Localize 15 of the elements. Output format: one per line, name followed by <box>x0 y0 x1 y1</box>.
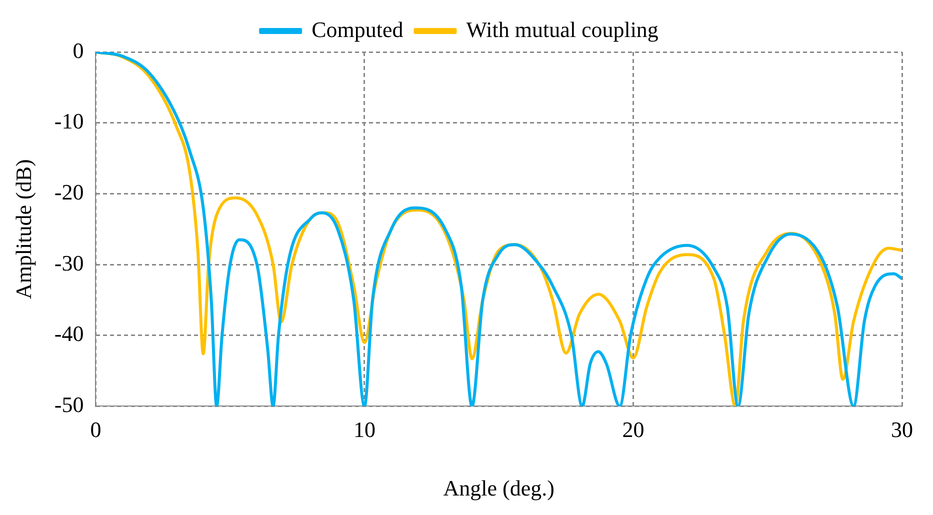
y-tick-label: -40 <box>54 321 84 346</box>
y-tick-label: -10 <box>54 108 84 134</box>
y-tick-label: -30 <box>54 250 84 276</box>
y-axis-title: Amplitude (dB) <box>10 159 36 300</box>
x-axis-title: Angle (deg.) <box>443 476 554 501</box>
y-tick-label: -50 <box>54 392 84 417</box>
x-tick-label: 20 <box>622 417 644 442</box>
legend-label: Computed <box>312 16 404 42</box>
x-tick-label: 30 <box>891 417 913 442</box>
legend-label: With mutual coupling <box>466 16 658 42</box>
x-tick-label: 0 <box>90 417 102 442</box>
line-series <box>96 52 902 406</box>
x-tick-label: 10 <box>353 417 376 442</box>
y-tick-label: 0 <box>72 38 84 63</box>
y-tick-label: -20 <box>54 179 84 204</box>
